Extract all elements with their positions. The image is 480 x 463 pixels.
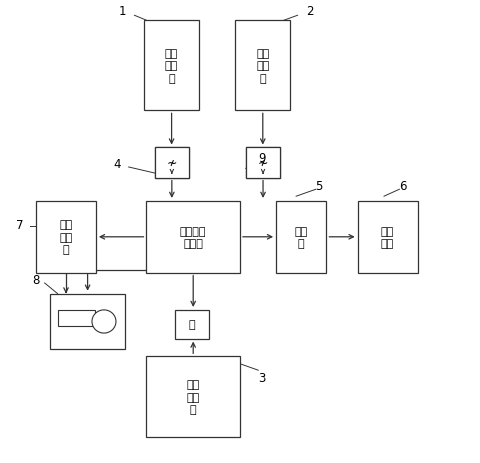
Text: 3: 3: [258, 371, 265, 384]
Text: 9: 9: [258, 152, 265, 165]
Text: 液压
支架: 液压 支架: [381, 226, 394, 249]
Text: 压力
传感
器: 压力 传感 器: [165, 49, 178, 83]
Bar: [146, 201, 240, 273]
Text: 6: 6: [399, 180, 407, 193]
Bar: [144, 21, 199, 111]
Bar: [358, 201, 418, 273]
Bar: [246, 148, 280, 178]
Bar: [235, 21, 290, 111]
Bar: [155, 148, 189, 178]
Text: 4: 4: [114, 158, 121, 171]
Bar: [146, 357, 240, 438]
Text: ≁: ≁: [258, 156, 268, 170]
Bar: [36, 201, 96, 273]
Text: 8: 8: [32, 274, 40, 287]
Text: 倾角
传感
器: 倾角 传感 器: [187, 380, 200, 414]
Text: 5: 5: [315, 180, 323, 193]
Text: 7: 7: [16, 219, 24, 232]
Text: 1: 1: [119, 5, 126, 18]
Text: 2: 2: [306, 5, 313, 18]
Circle shape: [92, 310, 116, 333]
Text: 位移
传感
器: 位移 传感 器: [256, 49, 269, 83]
Bar: [155, 148, 189, 178]
Bar: [276, 201, 326, 273]
Bar: [246, 148, 280, 178]
Bar: [175, 310, 209, 339]
Text: 液晶
显示
器: 液晶 显示 器: [60, 220, 72, 255]
Text: ≁: ≁: [167, 156, 177, 170]
Text: 本: 本: [189, 319, 195, 330]
Polygon shape: [58, 310, 95, 326]
Text: 电磁
阀: 电磁 阀: [295, 226, 308, 249]
Text: 支架姿态
检测器: 支架姿态 检测器: [180, 226, 206, 249]
Bar: [50, 294, 125, 350]
